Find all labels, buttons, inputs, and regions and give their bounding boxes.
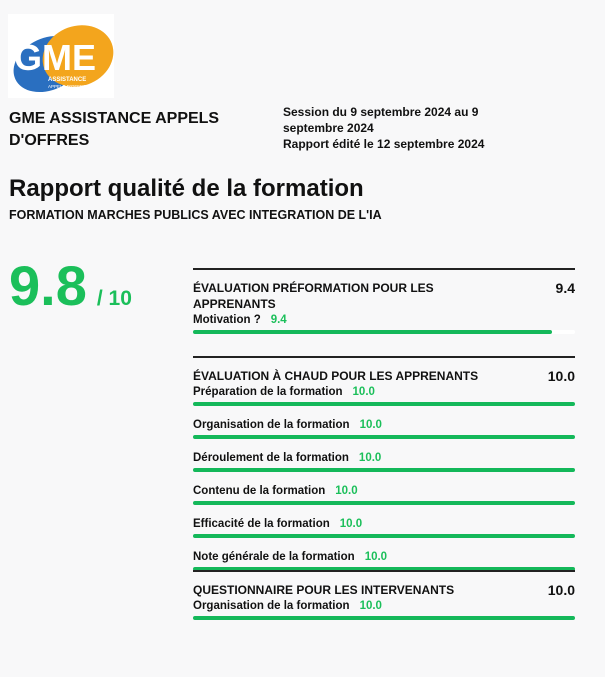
progress-fill xyxy=(193,501,575,505)
progress-bar xyxy=(193,468,575,472)
section-header: QUESTIONNAIRE POUR LES INTERVENANTS 10.0 xyxy=(193,582,575,598)
criterion: Organisation de la formation 10.0 xyxy=(193,419,575,431)
criterion: Note générale de la formation 10.0 xyxy=(193,551,575,563)
criterion-label: Contenu de la formation xyxy=(193,485,326,497)
section-score: 9.4 xyxy=(555,280,575,296)
criterion: Efficacité de la formation 10.0 xyxy=(193,518,575,530)
criterion: Contenu de la formation 10.0 xyxy=(193,485,575,497)
score-value: 9.8 xyxy=(9,254,87,317)
section-title: ÉVALUATION PRÉFORMATION POUR LES APPRENA… xyxy=(193,281,434,311)
section-title: ÉVALUATION À CHAUD POUR LES APPRENANTS xyxy=(193,369,479,383)
criterion-value: 10.0 xyxy=(359,600,382,612)
overall-score: 9.8 / 10 xyxy=(9,253,132,318)
progress-bar xyxy=(193,534,575,538)
criterion-value: 9.4 xyxy=(270,314,287,326)
criterion: Organisation de la formation 10.0 xyxy=(193,600,575,612)
company-logo: GME ASSISTANCE APPELS D'OFFRES xyxy=(8,14,114,98)
report-date: Rapport édité le 12 septembre 2024 xyxy=(283,137,485,151)
page-title: Rapport qualité de la formation xyxy=(9,175,364,202)
section-1: ÉVALUATION À CHAUD POUR LES APPRENANTS 10… xyxy=(193,356,575,577)
section-score: 10.0 xyxy=(547,582,575,598)
criterion-label: Organisation de la formation xyxy=(193,600,350,612)
criterion-value: 10.0 xyxy=(339,518,363,530)
session-info: Session du 9 septembre 2024 au 9 septemb… xyxy=(283,104,523,152)
criterion-label: Motivation ? xyxy=(193,314,261,326)
progress-bar xyxy=(193,330,575,334)
progress-bar xyxy=(193,402,575,406)
criterion-value: 10.0 xyxy=(364,551,388,563)
progress-fill xyxy=(193,567,575,571)
criterion-label: Note générale de la formation xyxy=(193,551,355,563)
section-score: 10.0 xyxy=(547,368,575,384)
score-max: / 10 xyxy=(96,287,132,310)
progress-bar xyxy=(193,567,575,571)
section-header: ÉVALUATION À CHAUD POUR LES APPRENANTS 10… xyxy=(193,368,575,384)
criterion-value: 10.0 xyxy=(359,419,382,431)
progress-fill xyxy=(193,435,575,439)
progress-fill xyxy=(193,468,575,472)
section-2: QUESTIONNAIRE POUR LES INTERVENANTS 10.0 O… xyxy=(193,570,575,626)
criterion-label: Préparation de la formation xyxy=(193,386,343,398)
criterion: Motivation ? 9.4 xyxy=(193,314,575,326)
section-0: ÉVALUATION PRÉFORMATION POUR LES APPRENA… xyxy=(193,268,575,340)
svg-text:GME: GME xyxy=(14,37,96,78)
progress-bar xyxy=(193,616,575,620)
criterion-value: 10.0 xyxy=(335,485,358,497)
progress-bar xyxy=(193,501,575,505)
criterion-value: 10.0 xyxy=(358,452,382,464)
progress-fill xyxy=(193,616,575,620)
criterion: Déroulement de la formation 10.0 xyxy=(193,452,575,464)
svg-text:APPELS D'OFFRES: APPELS D'OFFRES xyxy=(48,84,89,89)
criterion-value: 10.0 xyxy=(352,386,375,398)
progress-fill xyxy=(193,330,553,334)
criterion: Préparation de la formation 10.0 xyxy=(193,386,575,398)
session-dates: Session du 9 septembre 2024 au 9 septemb… xyxy=(283,105,479,135)
page-subtitle: FORMATION MARCHES PUBLICS AVEC INTEGRATI… xyxy=(9,208,382,222)
criterion-label: Efficacité de la formation xyxy=(193,518,330,530)
progress-fill xyxy=(193,402,575,406)
organization-name: GME ASSISTANCE APPELS D'OFFRES xyxy=(9,110,220,149)
criterion-label: Organisation de la formation xyxy=(193,419,350,431)
progress-bar xyxy=(193,435,575,439)
section-header: ÉVALUATION PRÉFORMATION POUR LES APPRENA… xyxy=(193,280,575,312)
section-title: QUESTIONNAIRE POUR LES INTERVENANTS xyxy=(193,583,455,597)
progress-fill xyxy=(193,534,575,538)
criterion-label: Déroulement de la formation xyxy=(193,452,349,464)
svg-text:ASSISTANCE: ASSISTANCE xyxy=(48,77,86,83)
